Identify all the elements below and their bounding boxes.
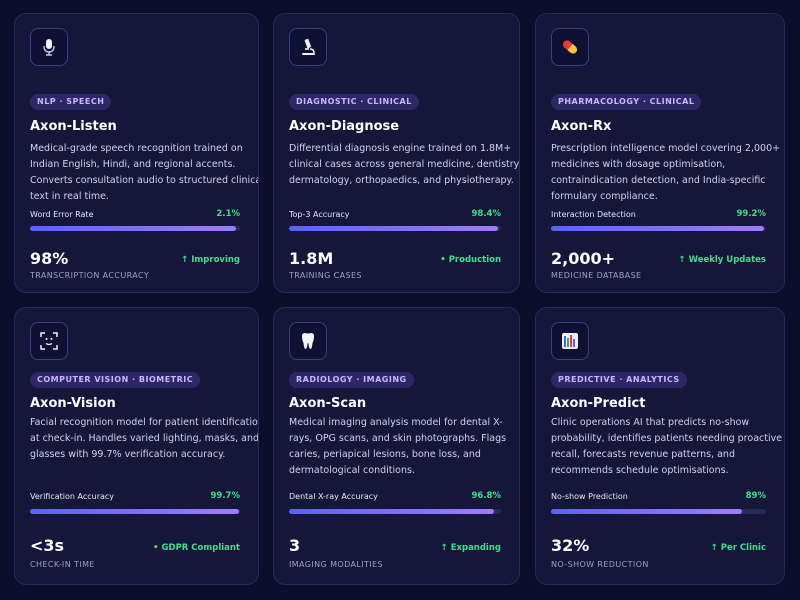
model-card-axon-listen[interactable]: NLP · SPEECH Axon-Listen Medical-grade s… — [14, 13, 259, 293]
model-title: Axon-Predict — [551, 396, 646, 411]
model-card-axon-diagnose[interactable]: DIAGNOSTIC · CLINICAL Axon-Diagnose Diff… — [273, 13, 520, 293]
status-badge: ↑ Weekly Updates — [678, 255, 766, 265]
model-title: Axon-Vision — [30, 396, 116, 411]
metric-label: No-show Prediction — [551, 492, 628, 501]
microphone-icon — [30, 28, 68, 66]
metric-progress-fill — [551, 509, 743, 514]
metric-value: 99.7% — [210, 491, 241, 501]
metric-progress-bar — [289, 509, 501, 514]
metric-value: 98.4% — [471, 209, 502, 219]
headline-value: 2,000+ — [551, 249, 616, 268]
model-description: Differential diagnosis engine trained on… — [289, 143, 520, 186]
headline-value: 32% — [551, 536, 590, 555]
metric-progress-bar — [30, 509, 240, 514]
metric-progress-fill — [289, 226, 498, 231]
model-card-axon-predict[interactable]: PREDICTIVE · ANALYTICS Axon-Predict Clin… — [535, 307, 785, 585]
headline-label: IMAGING MODALITIES — [289, 560, 383, 569]
model-description: Medical imaging analysis model for denta… — [289, 417, 507, 476]
bar-chart-icon — [551, 322, 589, 360]
model-description: Clinic operations AI that predicts no-sh… — [551, 417, 783, 476]
category-tag: DIAGNOSTIC · CLINICAL — [289, 94, 419, 110]
metric-value: 99.2% — [736, 209, 767, 219]
metric-progress-bar — [30, 226, 240, 231]
category-tag: PREDICTIVE · ANALYTICS — [551, 372, 687, 388]
category-tag: NLP · SPEECH — [30, 94, 112, 110]
metric-progress-fill — [289, 509, 495, 514]
metric-value: 2.1% — [216, 209, 240, 219]
tooth-icon — [289, 322, 327, 360]
metric-progress-fill — [30, 226, 236, 231]
model-title: Axon-Diagnose — [289, 119, 400, 134]
metric-label: Verification Accuracy — [30, 492, 115, 501]
model-title: Axon-Listen — [30, 119, 117, 134]
category-tag: RADIOLOGY · IMAGING — [289, 372, 414, 388]
headline-label: TRANSCRIPTION ACCURACY — [30, 271, 150, 280]
status-badge: ↑ Per Clinic — [710, 543, 766, 553]
metric-label: Dental X-ray Accuracy — [289, 492, 378, 501]
headline-value: 3 — [289, 536, 301, 555]
headline-value: <3s — [30, 536, 65, 555]
model-description: Prescription intelligence model covering… — [551, 143, 781, 202]
model-card-axon-scan[interactable]: RADIOLOGY · IMAGING Axon-Scan Medical im… — [273, 307, 520, 585]
microscope-icon — [289, 28, 327, 66]
category-tag: COMPUTER VISION · BIOMETRIC — [30, 372, 201, 388]
headline-value: 98% — [30, 249, 69, 268]
face-scan-icon — [30, 322, 68, 360]
metric-label: Interaction Detection — [551, 210, 636, 219]
metric-label: Top-3 Accuracy — [289, 210, 350, 219]
metric-progress-bar — [551, 509, 766, 514]
metric-label: Word Error Rate — [30, 210, 94, 219]
metric-value: 89% — [745, 491, 766, 501]
category-tag: PHARMACOLOGY · CLINICAL — [551, 94, 702, 110]
metric-progress-fill — [551, 226, 765, 231]
model-card-axon-vision[interactable]: COMPUTER VISION · BIOMETRIC Axon-Vision … — [14, 307, 259, 585]
metric-progress-fill — [30, 509, 240, 514]
headline-label: NO-SHOW REDUCTION — [551, 560, 649, 569]
model-title: Axon-Scan — [289, 396, 367, 411]
status-badge: • GDPR Compliant — [153, 543, 240, 553]
headline-label: TRAINING CASES — [289, 271, 362, 280]
pill-icon — [551, 28, 589, 66]
model-description: Facial recognition model for patient ide… — [30, 417, 259, 460]
headline-value: 1.8M — [289, 249, 334, 268]
metric-progress-bar — [289, 226, 501, 231]
headline-label: CHECK-IN TIME — [30, 560, 95, 569]
status-badge: ↑ Improving — [181, 255, 240, 265]
status-badge: ↑ Expanding — [440, 543, 501, 553]
model-description: Medical-grade speech recognition trained… — [30, 143, 259, 202]
model-card-axon-rx[interactable]: PHARMACOLOGY · CLINICAL Axon-Rx Prescrip… — [535, 13, 785, 293]
headline-label: MEDICINE DATABASE — [551, 271, 642, 280]
status-badge: • Production — [440, 255, 501, 265]
model-title: Axon-Rx — [551, 119, 612, 134]
metric-value: 96.8% — [471, 491, 502, 501]
metric-progress-bar — [551, 226, 766, 231]
